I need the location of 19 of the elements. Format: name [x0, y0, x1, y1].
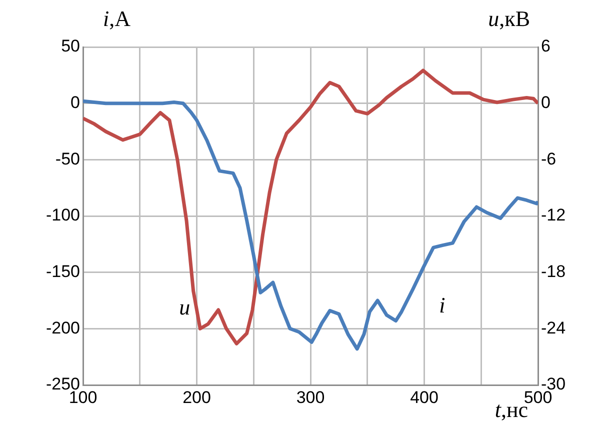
y-tick-label: -150	[46, 262, 80, 282]
y-tick-label: -100	[46, 206, 80, 225]
y2-tick-label: 0	[541, 93, 550, 112]
y2-tick-label: 6	[541, 36, 550, 56]
y2-tick-label: -18	[541, 262, 566, 282]
y2-axis-title: u,кВ	[488, 6, 530, 31]
y2-tick-label: -6	[541, 149, 556, 168]
x-tick-label: 400	[410, 388, 438, 407]
x-tick-label: 300	[296, 388, 325, 407]
y-tick-label: 0	[70, 93, 80, 112]
y-tick-label: 50	[61, 36, 80, 56]
y-tick-label: -200	[46, 318, 80, 338]
y-tick-label: -50	[55, 149, 80, 168]
series-label: u	[179, 294, 190, 320]
x-tick-label: 200	[182, 388, 211, 407]
y-axis-title: i,A	[103, 6, 131, 31]
series-label: i	[439, 292, 446, 318]
y2-tick-label: -12	[541, 206, 566, 225]
y2-tick-label: -24	[541, 318, 566, 338]
